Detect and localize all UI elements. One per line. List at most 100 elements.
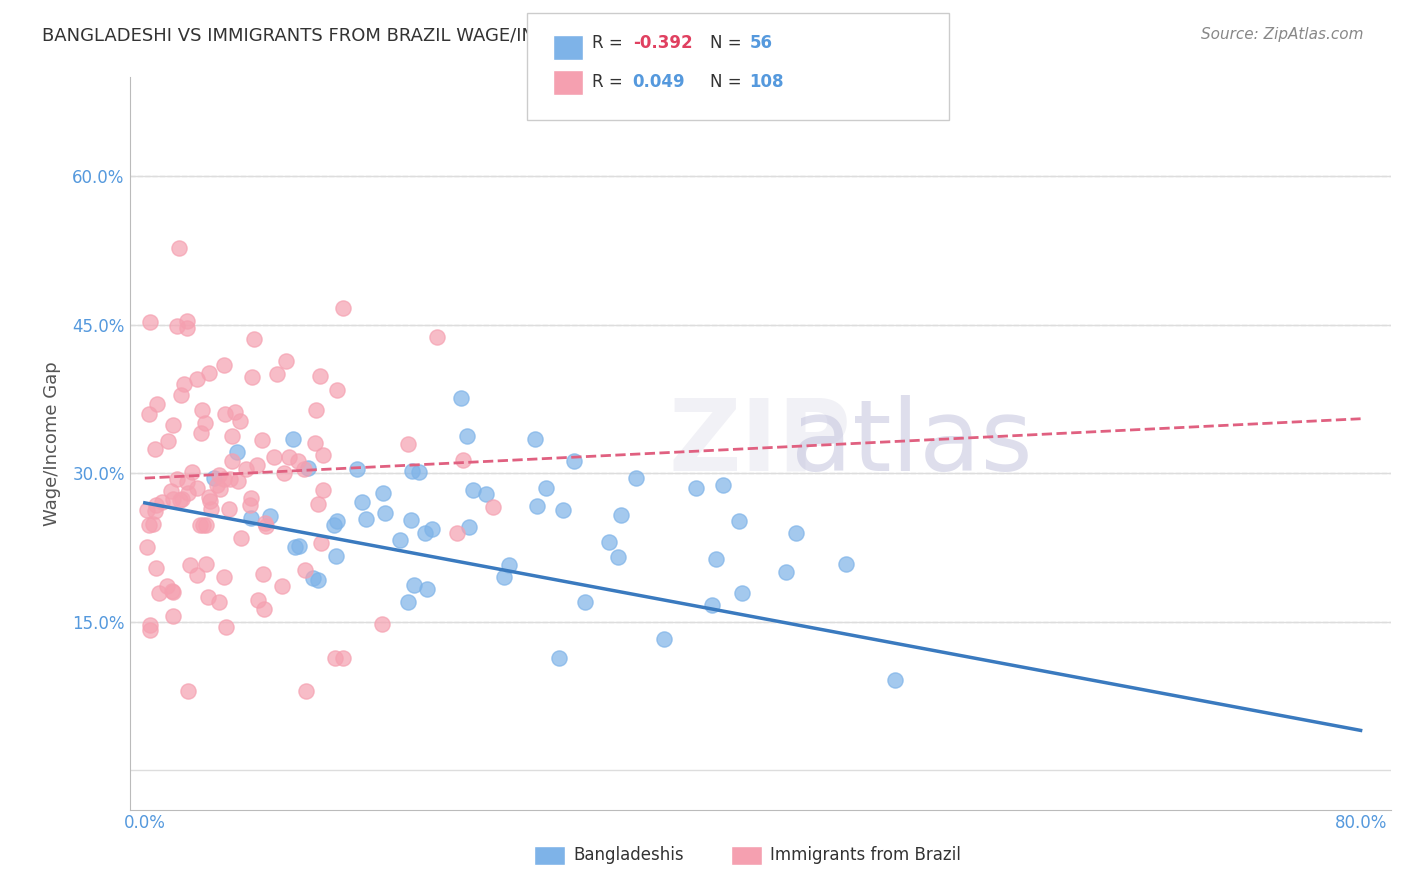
Text: Bangladeshis: Bangladeshis xyxy=(574,847,685,864)
Point xyxy=(283,433,305,447)
Point xyxy=(396,437,419,451)
Point xyxy=(156,579,179,593)
Point xyxy=(474,486,496,500)
Point xyxy=(332,651,354,665)
Point xyxy=(453,453,475,467)
Point xyxy=(354,512,377,526)
Point xyxy=(312,448,335,462)
Point xyxy=(136,541,159,555)
Point xyxy=(221,429,243,443)
Point xyxy=(624,471,647,485)
Point xyxy=(297,461,319,475)
Point xyxy=(252,566,274,581)
Point xyxy=(292,462,315,476)
Point xyxy=(326,514,349,528)
Point xyxy=(461,483,484,497)
Point xyxy=(295,683,318,698)
Point xyxy=(208,467,231,482)
Point xyxy=(704,552,727,566)
Point xyxy=(288,539,311,553)
Point xyxy=(456,429,478,443)
Point xyxy=(138,517,160,532)
Point xyxy=(598,535,620,549)
Point xyxy=(346,462,368,476)
Point xyxy=(150,494,173,508)
Point xyxy=(883,673,905,687)
Point xyxy=(162,585,184,599)
Point xyxy=(446,526,468,541)
Point xyxy=(148,586,170,600)
Text: N =: N = xyxy=(710,34,747,52)
Point xyxy=(408,465,430,479)
Point xyxy=(166,472,188,486)
Point xyxy=(323,650,346,665)
Point xyxy=(239,498,262,512)
Point xyxy=(139,624,162,638)
Point xyxy=(307,497,329,511)
Point xyxy=(195,557,218,571)
Point xyxy=(170,388,193,402)
Point xyxy=(229,532,252,546)
Point xyxy=(172,491,194,506)
Point xyxy=(309,536,332,550)
Point xyxy=(254,519,277,533)
Point xyxy=(685,482,707,496)
Point xyxy=(273,467,295,481)
Point xyxy=(278,450,301,464)
Text: Immigrants from Brazil: Immigrants from Brazil xyxy=(770,847,962,864)
Text: 56: 56 xyxy=(749,34,772,52)
Point xyxy=(307,573,329,587)
Point xyxy=(176,321,198,335)
Point xyxy=(173,376,195,391)
Point xyxy=(226,444,249,458)
Point xyxy=(143,504,166,518)
Text: R =: R = xyxy=(592,73,628,91)
Point xyxy=(143,442,166,456)
Point xyxy=(186,372,208,386)
Point xyxy=(212,472,235,486)
Point xyxy=(176,314,198,328)
Point xyxy=(239,510,262,524)
Point xyxy=(254,516,277,531)
Point xyxy=(652,632,675,647)
Point xyxy=(413,525,436,540)
Point xyxy=(523,432,546,446)
Point xyxy=(177,683,200,698)
Point xyxy=(205,478,228,492)
Text: 108: 108 xyxy=(749,73,785,91)
Point xyxy=(548,650,571,665)
Point xyxy=(304,403,326,417)
Point xyxy=(284,541,307,555)
Point xyxy=(180,465,202,479)
Point xyxy=(250,433,273,447)
Point xyxy=(162,491,184,506)
Point xyxy=(263,450,285,465)
Point xyxy=(574,595,596,609)
Point xyxy=(322,517,344,532)
Point xyxy=(325,383,347,397)
Point xyxy=(197,590,219,604)
Point xyxy=(270,579,292,593)
Point xyxy=(179,558,201,572)
Point xyxy=(202,471,225,485)
Point xyxy=(606,550,628,565)
Point xyxy=(492,569,515,583)
Point xyxy=(834,557,856,571)
Point xyxy=(208,482,231,496)
Text: N =: N = xyxy=(710,73,747,91)
Point xyxy=(253,602,276,616)
Point xyxy=(482,500,505,514)
Point xyxy=(218,502,240,516)
Point xyxy=(304,435,326,450)
Y-axis label: Wage/Income Gap: Wage/Income Gap xyxy=(44,361,60,526)
Point xyxy=(312,483,335,497)
Point xyxy=(243,332,266,346)
Point xyxy=(426,329,449,343)
Point xyxy=(191,517,214,532)
Text: 0.049: 0.049 xyxy=(633,73,685,91)
Point xyxy=(198,493,221,508)
Point xyxy=(266,368,288,382)
Point xyxy=(332,301,354,316)
Point xyxy=(420,522,443,536)
Point xyxy=(450,391,472,405)
